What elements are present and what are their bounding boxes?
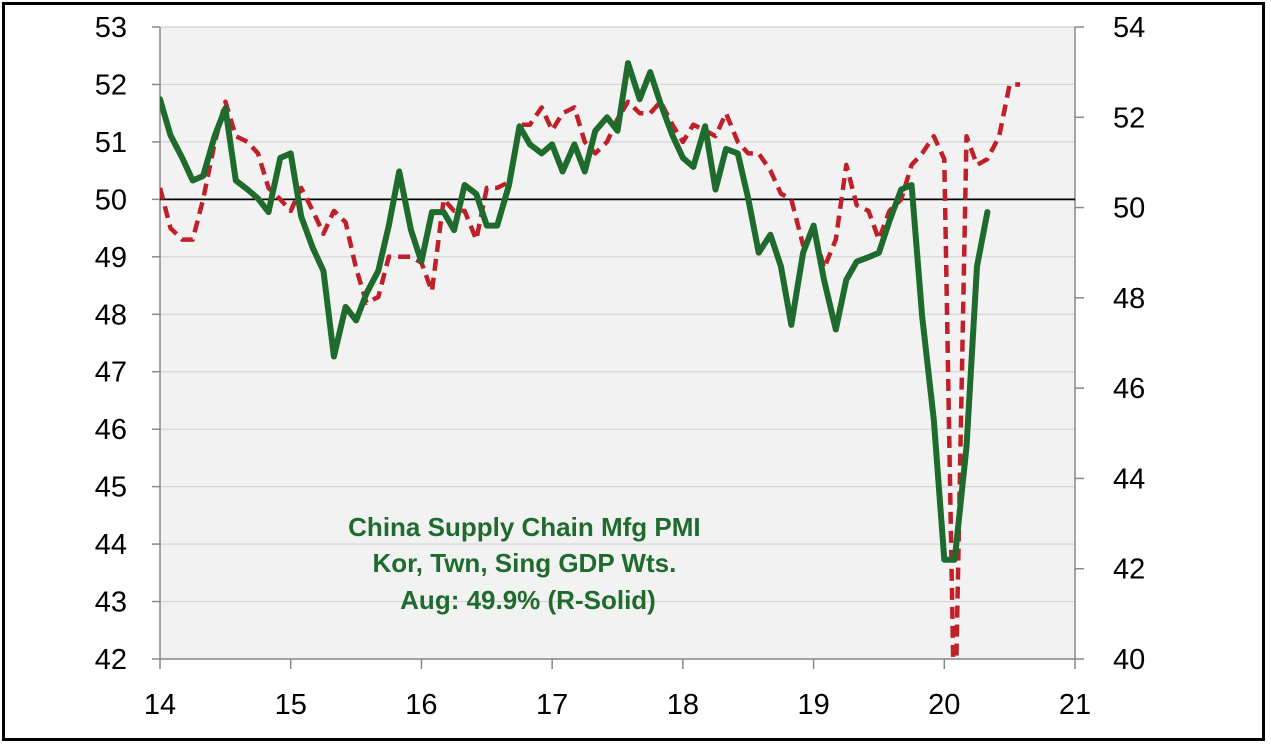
right-tick-label: 40 [1113,644,1145,676]
left-tick-label: 43 [95,587,127,619]
right-tick-label: 42 [1113,554,1145,586]
x-tick-label: 20 [928,689,960,721]
annotation-line-3: Aug: 49.9% (R-Solid) [400,585,656,615]
x-tick-label: 17 [536,689,568,721]
left-tick-label: 47 [95,357,127,389]
left-tick-label: 45 [95,472,127,504]
right-tick-label: 46 [1113,373,1145,405]
left-tick-label: 48 [95,299,127,331]
series-layer [160,60,1021,659]
left-tick-label: 44 [95,529,127,561]
tick-labels: 53 52 51 50 49 48 47 46 45 44 43 42 54 52 50 48 46 44 42 40… [95,12,1146,721]
left-tick-label: 42 [95,644,127,676]
annotation-line-2: Kor, Twn, Sing GDP Wts. [372,548,676,578]
left-tick-label: 50 [95,184,127,216]
axes [152,26,1084,669]
right-tick-label: 48 [1113,283,1145,315]
x-tick-label: 14 [144,689,176,721]
chart-annotation: China Supply Chain Mfg PMI Kor, Twn, Sin… [348,512,708,615]
right-tick-label: 50 [1113,193,1145,225]
left-tick-label: 53 [95,12,127,44]
x-tick-label: 15 [275,689,307,721]
annotation-line-1: China Supply Chain Mfg PMI [348,512,700,542]
right-tick-label: 54 [1113,12,1145,44]
x-tick-label: 16 [405,689,437,721]
left-tick-label: 46 [95,414,127,446]
left-tick-label: 51 [95,127,127,159]
x-tick-label: 21 [1059,689,1091,721]
right-tick-label: 52 [1113,102,1145,134]
x-tick-label: 18 [667,689,699,721]
x-tick-label: 19 [797,689,829,721]
left-tick-label: 52 [95,69,127,101]
left-tick-label: 49 [95,242,127,274]
right-tick-label: 44 [1113,463,1145,495]
dashed-series-line [160,82,1021,659]
